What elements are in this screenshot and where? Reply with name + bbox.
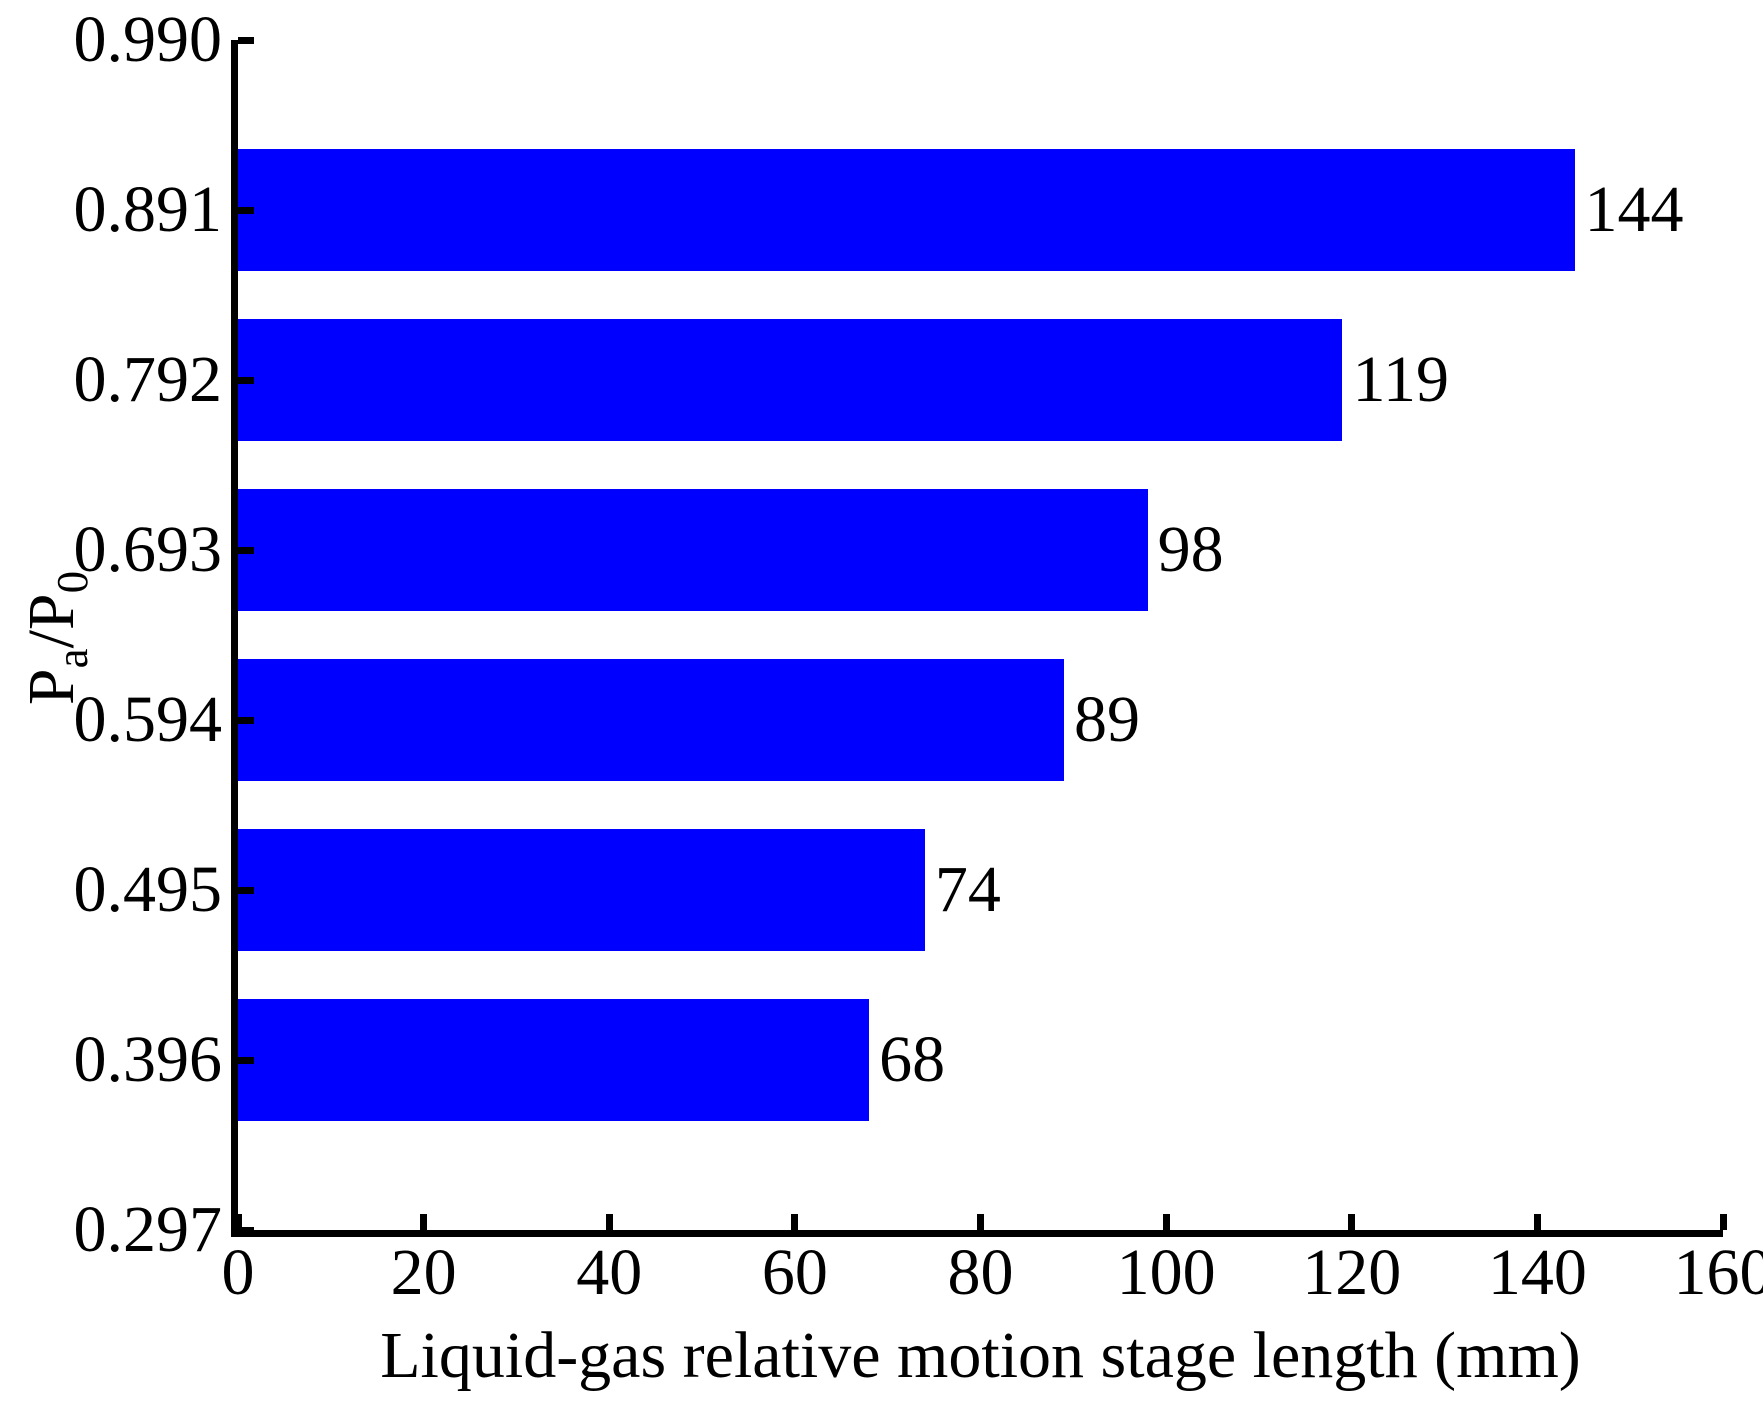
y-tick	[238, 36, 254, 44]
plot-area: 144 119 98 89 74 68	[231, 36, 1727, 1237]
y-tick-label: 0.297	[73, 1193, 223, 1266]
x-tick	[420, 1214, 428, 1230]
y-axis-title-slash-p: /P	[15, 593, 88, 649]
bar-0.396	[238, 999, 870, 1121]
y-tick-label: 0.495	[73, 853, 223, 926]
bar-0.594	[238, 659, 1065, 781]
bar-value-label: 68	[879, 1023, 946, 1096]
bar-value-label: 144	[1584, 173, 1684, 246]
bar-0.891	[238, 149, 1575, 271]
x-tick-label: 120	[1302, 1236, 1402, 1309]
y-tick	[238, 1226, 254, 1234]
bar-value-label: 74	[934, 853, 1001, 926]
y-tick-label: 0.594	[73, 683, 223, 756]
x-tick	[1162, 1214, 1170, 1230]
y-axis-title-subscript-a: a	[47, 648, 98, 669]
x-tick	[977, 1214, 984, 1230]
y-tick	[238, 206, 254, 214]
x-tick	[1533, 1214, 1541, 1230]
y-tick-label: 0.396	[73, 1023, 223, 1096]
x-tick-label: 160	[1673, 1236, 1763, 1309]
bar-0.495	[238, 829, 925, 951]
y-tick-label: 0.891	[73, 173, 223, 246]
y-tick	[238, 716, 254, 724]
x-tick-label: 80	[947, 1236, 1014, 1309]
x-axis-title: Liquid-gas relative motion stage length …	[380, 1319, 1581, 1392]
bar-0.792	[238, 319, 1343, 441]
y-tick	[238, 546, 254, 554]
y-tick	[238, 1056, 254, 1064]
bar-value-label: 98	[1157, 513, 1224, 586]
y-tick-label: 0.792	[73, 343, 223, 416]
bar-value-label: 119	[1352, 343, 1450, 416]
bar-0.693	[238, 489, 1148, 611]
x-tick	[234, 1214, 242, 1230]
x-tick	[791, 1214, 799, 1230]
y-tick	[238, 886, 254, 894]
x-tick-label: 60	[761, 1236, 828, 1309]
x-tick	[605, 1214, 613, 1230]
x-tick-label: 140	[1487, 1236, 1587, 1309]
x-tick	[1719, 1214, 1727, 1230]
y-tick-label: 0.990	[73, 3, 223, 76]
x-tick-label: 100	[1116, 1236, 1216, 1309]
x-tick-label: 20	[390, 1236, 457, 1309]
x-tick	[1348, 1214, 1356, 1230]
x-tick-label: 40	[576, 1236, 643, 1309]
y-tick	[238, 376, 254, 384]
bar-value-label: 89	[1074, 683, 1141, 756]
x-tick-label: 0	[221, 1236, 255, 1309]
y-tick-label: 0.693	[73, 513, 223, 586]
